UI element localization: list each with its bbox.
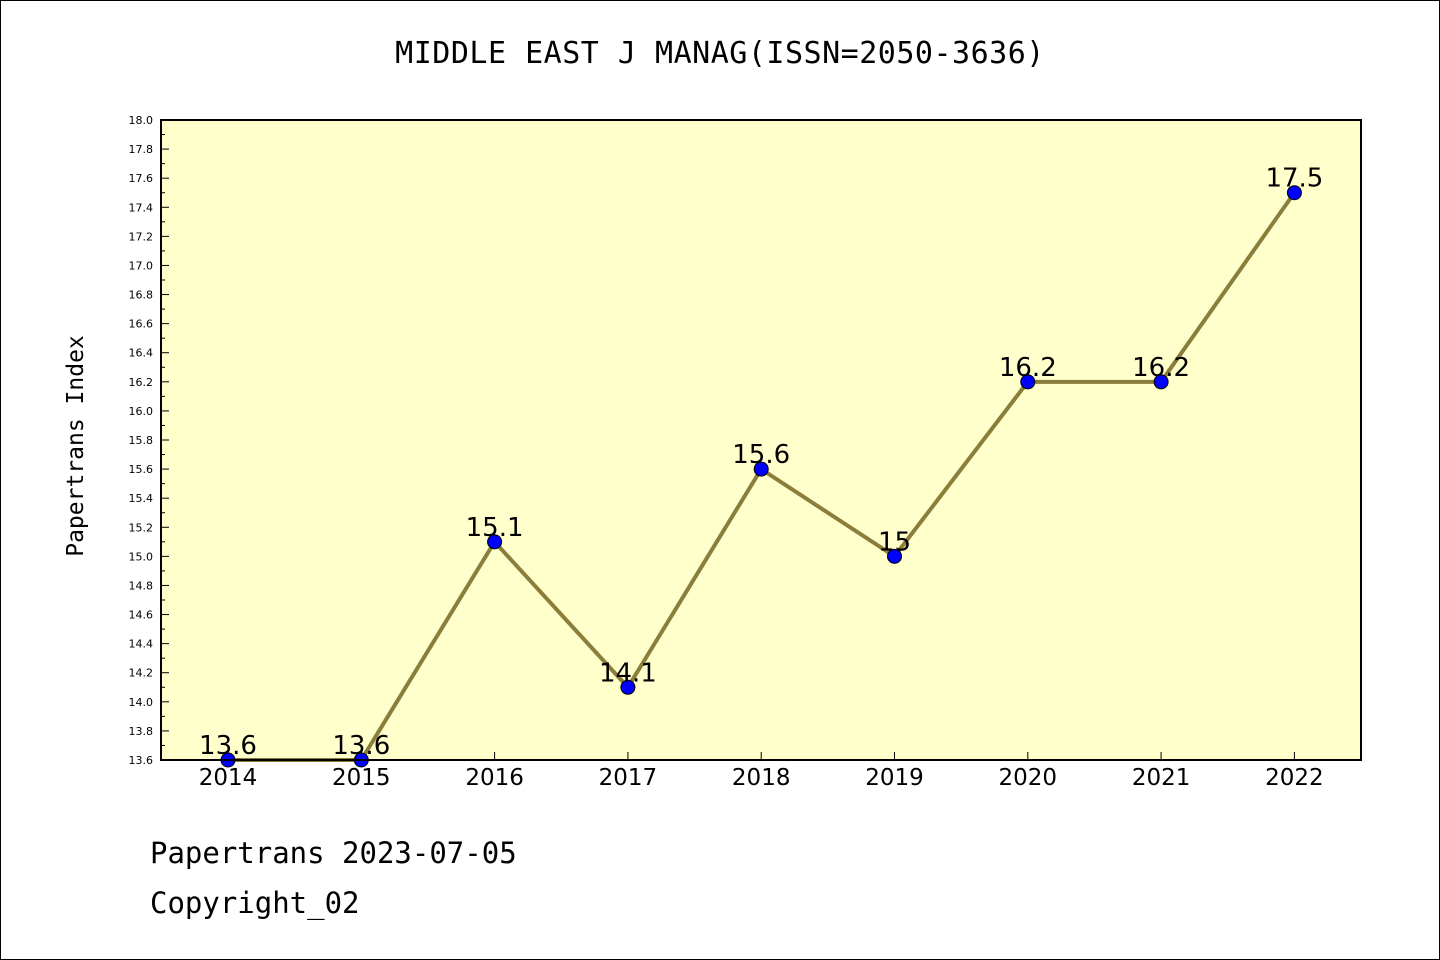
- y-tick-label: 17.8: [129, 143, 154, 156]
- y-tick-label: 15.6: [129, 463, 154, 476]
- data-point-2016: [487, 534, 503, 550]
- chart-title: MIDDLE EAST J MANAG(ISSN=2050-3636): [395, 36, 1045, 71]
- x-tick-label: 2021: [1132, 765, 1191, 791]
- y-tick-label: 17.6: [129, 172, 154, 185]
- y-tick-label: 17.0: [129, 259, 154, 272]
- y-tick-label: 13.6: [129, 754, 154, 767]
- x-tick-label: 2018: [732, 765, 791, 791]
- y-tick-label: 16.4: [129, 347, 154, 360]
- data-label-2017: 14.1: [599, 658, 657, 688]
- y-tick-label: 15.0: [129, 550, 154, 563]
- data-labels: 13.6 13.6 15.1 14.1 15.6 15 16.2 16.2 17.5: [199, 164, 1323, 761]
- x-tick-label: 2014: [199, 765, 258, 791]
- x-tick-label: 2017: [599, 765, 658, 791]
- y-tick-label: 15.2: [129, 521, 154, 534]
- y-tick-label: 18.0: [129, 114, 154, 127]
- data-point-2020: [1020, 374, 1036, 390]
- y-tick-label: 15.4: [129, 492, 154, 505]
- data-label-2019: 15: [878, 527, 911, 557]
- y-tick-label: 16.2: [129, 376, 154, 389]
- y-tick-label: 16.6: [129, 318, 154, 331]
- data-point-2022: [1286, 185, 1302, 201]
- y-tick-label: 16.8: [129, 289, 154, 302]
- y-tick-label: 15.8: [129, 434, 154, 447]
- x-tick-label: 2015: [332, 765, 391, 791]
- data-point-2018: [753, 461, 769, 477]
- y-tick-label: 14.4: [129, 638, 154, 651]
- y-tick-label: 13.8: [129, 725, 154, 738]
- y-tick-label: 14.8: [129, 579, 154, 592]
- y-tick-label: 17.4: [129, 201, 154, 214]
- data-point-2017: [620, 679, 636, 695]
- data-label-2018: 15.6: [732, 440, 790, 470]
- data-point-2019: [887, 548, 902, 564]
- data-label-2016: 15.1: [466, 513, 524, 543]
- x-tick-label: 2019: [865, 765, 924, 791]
- y-tick-label: 14.2: [129, 667, 154, 680]
- data-label-2021: 16.2: [1132, 353, 1190, 383]
- x-tick-label: 2020: [999, 765, 1058, 791]
- plot-border: [160, 119, 1362, 761]
- x-axis: 2014 2015 2016 2017 2018 2019 2020 2021 2022: [199, 752, 1324, 791]
- plot-area: [161, 120, 1361, 760]
- data-label-2022: 17.5: [1265, 164, 1323, 194]
- y-tick-label: 17.2: [129, 230, 154, 243]
- data-label-2020: 16.2: [999, 353, 1057, 383]
- data-point-2021: [1153, 374, 1169, 390]
- y-tick-label: 14.0: [129, 696, 154, 709]
- y-axis: 13.6 13.8 14.0 14.2 14.4 14.6 14.8 15.0 15.2 15.4…: [129, 114, 169, 767]
- y-tick-label: 14.6: [129, 609, 154, 622]
- data-label-2014: 13.6: [199, 731, 257, 761]
- x-tick-label: 2022: [1265, 765, 1324, 791]
- x-tick-label: 2016: [465, 765, 524, 791]
- footer-date: Papertrans 2023-07-05: [150, 836, 517, 870]
- footer-copyright: Copyright_02: [150, 886, 360, 920]
- y-tick-label: 16.0: [129, 405, 154, 418]
- data-label-2015: 13.6: [332, 731, 390, 761]
